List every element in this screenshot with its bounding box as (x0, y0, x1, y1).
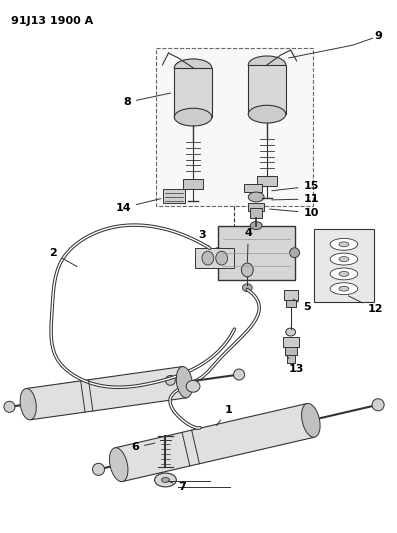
Text: 10: 10 (270, 208, 319, 218)
Text: 91J13 1900 A: 91J13 1900 A (11, 15, 93, 26)
Ellipse shape (248, 106, 286, 123)
Bar (287, 355, 295, 362)
Ellipse shape (162, 478, 170, 482)
Text: 12: 12 (349, 296, 383, 314)
Text: 1: 1 (216, 405, 232, 425)
Bar (286, 300, 296, 308)
Ellipse shape (248, 56, 286, 74)
Bar (244, 184, 262, 192)
Ellipse shape (243, 284, 252, 292)
Text: 11: 11 (272, 194, 319, 204)
Text: 3: 3 (198, 230, 208, 246)
Text: 5: 5 (293, 299, 311, 312)
Ellipse shape (330, 283, 358, 295)
Ellipse shape (330, 268, 358, 280)
Ellipse shape (330, 238, 358, 250)
Ellipse shape (339, 271, 349, 276)
Bar (183, 179, 203, 189)
Text: 7: 7 (168, 481, 186, 492)
Ellipse shape (339, 286, 349, 291)
Bar (283, 337, 299, 347)
Ellipse shape (250, 222, 262, 230)
Ellipse shape (20, 389, 36, 420)
Ellipse shape (174, 108, 212, 126)
Ellipse shape (4, 401, 15, 413)
Ellipse shape (213, 248, 223, 257)
Text: 13: 13 (285, 354, 304, 374)
Text: 4: 4 (244, 229, 252, 262)
Text: 15: 15 (272, 181, 319, 191)
Ellipse shape (286, 328, 296, 336)
Text: 6: 6 (131, 442, 155, 453)
Ellipse shape (372, 399, 384, 411)
Text: 2: 2 (49, 248, 77, 266)
Bar (257, 176, 277, 186)
Ellipse shape (339, 257, 349, 262)
Text: 9: 9 (374, 31, 382, 41)
Ellipse shape (202, 251, 214, 265)
Ellipse shape (233, 369, 245, 380)
Bar (164, 189, 185, 203)
Polygon shape (26, 367, 187, 420)
Ellipse shape (248, 192, 264, 202)
Text: 8: 8 (123, 93, 171, 107)
Ellipse shape (166, 375, 175, 385)
Ellipse shape (302, 403, 320, 437)
Ellipse shape (241, 263, 253, 277)
Ellipse shape (110, 448, 128, 482)
Ellipse shape (154, 473, 176, 487)
Bar (218, 225, 295, 280)
Bar (250, 208, 262, 217)
Ellipse shape (290, 248, 300, 257)
Bar (248, 65, 286, 114)
Text: 14: 14 (116, 199, 161, 213)
Ellipse shape (186, 381, 200, 392)
Ellipse shape (174, 59, 212, 77)
Bar (174, 68, 212, 117)
Ellipse shape (93, 463, 104, 475)
Bar (284, 289, 298, 300)
Bar (248, 203, 264, 211)
Bar (314, 229, 374, 303)
Ellipse shape (339, 242, 349, 247)
Bar (195, 248, 235, 268)
Bar (285, 347, 297, 355)
Ellipse shape (330, 253, 358, 265)
Polygon shape (115, 403, 315, 481)
Ellipse shape (176, 367, 193, 398)
Bar (156, 48, 313, 206)
Ellipse shape (216, 251, 227, 265)
